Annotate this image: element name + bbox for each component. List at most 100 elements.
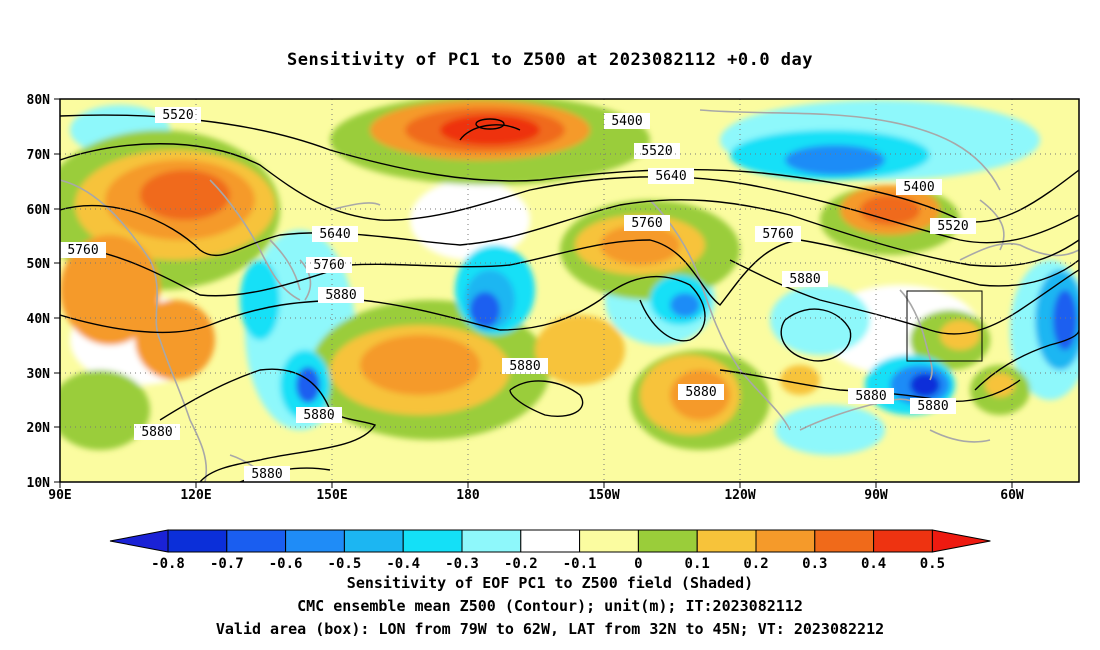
svg-text:5760: 5760 [313,258,344,273]
contour-label: 5880 [318,287,364,303]
colorbar-left-arrow [109,529,169,553]
contour-lines [60,114,1079,482]
svg-text:5880: 5880 [325,288,356,303]
svg-text:5520: 5520 [162,108,193,123]
contour-label: 5760 [60,242,106,258]
lon-label: 90E [48,488,71,503]
lat-label: 50N [27,257,51,272]
lat-label: 70N [27,148,51,163]
lat-label: 60N [27,203,51,218]
colorbar-swatch [520,529,581,553]
colorbar-swatch [402,529,463,553]
svg-text:5400: 5400 [903,180,934,195]
contour-labels: 5520 5400 5520 5640 5400 5520 5760 5640 … [60,107,976,482]
contour-label: 5640 [648,168,694,184]
colorbar-tick-label: -0.6 [269,556,303,572]
svg-text:5880: 5880 [509,359,540,374]
latitude-labels: 80N 70N 60N 50N 40N 30N 20N 10N [27,93,51,491]
colorbar-tick-label: 0.1 [685,556,710,572]
colorbar-swatch [637,529,698,553]
colorbar: -0.8 -0.7 -0.6 -0.5 -0.4 -0.3 -0.2 -0.1 0 0.1 0.2 0… [109,529,991,572]
lon-label: 90W [864,488,888,503]
svg-text:5760: 5760 [67,243,98,258]
lat-label: 10N [27,476,51,491]
svg-text:5760: 5760 [631,216,662,231]
shaded-field [60,99,1079,482]
svg-text:5760: 5760 [762,227,793,242]
lon-label: 60W [1000,488,1024,503]
colorbar-swatch [461,529,522,553]
svg-text:5640: 5640 [319,227,350,242]
lat-label: 20N [27,421,51,436]
svg-text:5880: 5880 [303,408,334,423]
valid-area-box [906,290,983,362]
colorbar-swatch [579,529,639,553]
map-title: Sensitivity of PC1 to Z500 at 2023082112… [286,50,813,70]
longitude-labels: 90E 120E 150E 180 150W 120W 90W 60W [48,488,1024,503]
contour-label: 5880 [296,407,342,423]
colorbar-swatch [873,529,933,553]
colorbar-tick-label: 0.3 [802,556,827,572]
map-frame [59,98,1080,483]
contour-label: 5760 [624,215,670,231]
contour-label: 5880 [910,398,956,414]
colorbar-tick-label: 0.4 [861,556,886,572]
colorbar-tick-label: 0 [634,556,642,572]
svg-text:5520: 5520 [937,219,968,234]
colorbar-tick-label: 0.2 [743,556,768,572]
svg-text:5400: 5400 [611,114,642,129]
contour-label: 5880 [502,358,548,374]
colorbar-swatch [226,529,287,553]
svg-text:5640: 5640 [655,169,686,184]
lat-label: 40N [27,312,51,327]
colorbar-tick-label: -0.8 [151,556,185,572]
colorbar-swatch [814,529,875,553]
svg-text:5880: 5880 [141,425,172,440]
contour-label: 5520 [930,218,976,234]
contour-label: 5520 [634,143,680,159]
footer-line-1: Sensitivity of EOF PC1 to Z500 field (Sh… [346,574,754,592]
footer-line-3: Valid area (box): LON from 79W to 62W, L… [215,620,885,638]
contour-label: 5640 [312,226,358,242]
svg-text:5880: 5880 [855,389,886,404]
colorbar-tick-label: -0.1 [563,556,597,572]
colorbar-tick-label: -0.5 [328,556,362,572]
lat-label: 80N [27,93,51,108]
colorbar-swatch [343,529,404,553]
contour-label: 5400 [604,113,650,129]
colorbar-swatch [755,529,816,553]
contour-label: 5880 [134,424,180,440]
lon-label: 120E [180,488,211,503]
svg-text:5880: 5880 [917,399,948,414]
lat-label: 30N [27,367,51,382]
svg-text:5520: 5520 [641,144,672,159]
colorbar-tick-label: -0.4 [386,556,420,572]
coastlines [60,109,1079,482]
colorbar-tick-label: 0.5 [920,556,945,572]
lon-label: 150E [316,488,347,503]
colorbar-tick-label: -0.7 [210,556,244,572]
contour-label: 5880 [244,466,290,482]
tick-marks [54,98,1013,488]
svg-text:5880: 5880 [789,272,820,287]
lon-label: 150W [588,488,619,503]
contour-label: 5400 [896,179,942,195]
contour-label: 5880 [782,271,828,287]
lon-label: 120W [724,488,755,503]
contour-label: 5760 [755,226,801,242]
contour-label: 5760 [306,257,352,273]
colorbar-swatch [285,529,345,553]
svg-text:5880: 5880 [685,385,716,400]
contour-label: 5880 [848,388,894,404]
contour-label: 5880 [678,384,724,400]
contour-label: 5520 [155,107,201,123]
lon-label: 180 [456,488,480,503]
colorbar-tick-label: -0.3 [445,556,479,572]
colorbar-swatch [167,529,228,553]
colorbar-tick-label: -0.2 [504,556,538,572]
colorbar-swatch [696,529,757,553]
colorbar-right-arrow [931,529,991,553]
footer-line-2: CMC ensemble mean Z500 (Contour); unit(m… [297,597,803,615]
svg-text:5880: 5880 [251,467,282,482]
